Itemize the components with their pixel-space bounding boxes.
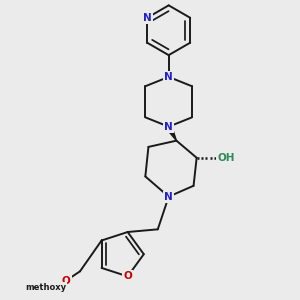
Text: N: N [164, 72, 173, 82]
Text: N: N [164, 192, 173, 202]
Text: N: N [164, 122, 173, 132]
Text: N: N [143, 13, 152, 23]
Text: OH: OH [218, 153, 235, 163]
Polygon shape [166, 125, 176, 141]
Text: O: O [123, 272, 132, 281]
Text: methoxy: methoxy [25, 283, 66, 292]
Text: O: O [61, 276, 70, 286]
